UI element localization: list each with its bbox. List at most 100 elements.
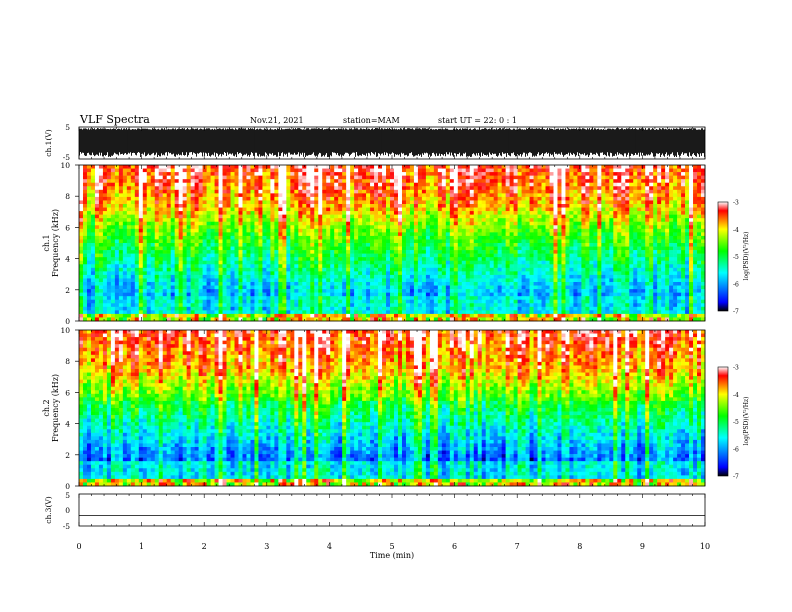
spectrogram-cell: [397, 235, 403, 240]
spectrogram-cell: [581, 214, 586, 219]
spectrogram-cell: [126, 200, 132, 205]
spectrogram-cell: [82, 186, 88, 191]
spectrogram-cell: [234, 186, 239, 191]
spectrogram-cell: [393, 175, 399, 180]
spectrogram-cell: [210, 274, 215, 279]
spectrogram-cell: [86, 232, 92, 237]
spectrogram-cell: [429, 246, 435, 251]
spectrogram-cell: [629, 267, 634, 272]
spectrogram-cell: [254, 274, 259, 279]
spectrogram-cell: [621, 267, 626, 272]
spectrogram-cell: [685, 179, 690, 184]
spectrogram-cell: [497, 189, 502, 194]
spectrogram-cell: [449, 271, 455, 276]
spectrogram-cell: [346, 225, 351, 230]
spectrogram-cell: [521, 235, 526, 240]
spectrogram-cell: [397, 246, 403, 251]
spectrogram-cell: [517, 179, 522, 184]
spectrogram-cell: [569, 175, 574, 180]
spectrogram-cell: [198, 274, 203, 279]
spectrogram-cell: [338, 232, 343, 237]
spectrogram-cell: [366, 264, 371, 269]
spectrogram-cell: [350, 175, 355, 180]
spectrogram-cell: [593, 172, 598, 176]
spectrogram-cell: [497, 218, 502, 223]
spectrogram-cell: [162, 175, 168, 180]
spectrogram-cell: [170, 232, 175, 237]
spectrogram-cell: [429, 267, 435, 272]
spectrogram-cell: [457, 221, 463, 226]
spectrogram-cell: [625, 211, 630, 215]
spectrogram-cell: [350, 165, 355, 169]
spectrogram-cell: [509, 264, 514, 269]
spectrogram-cell: [366, 271, 371, 276]
spectrogram-cell: [118, 253, 124, 258]
spectrogram-cell: [473, 225, 479, 230]
spectrogram-cell: [86, 218, 92, 223]
spectrogram-cell: [142, 193, 148, 198]
spectrogram-cell: [617, 200, 622, 205]
spectrogram-cell: [665, 257, 670, 262]
spectrogram-cell: [354, 168, 359, 173]
spectrogram-cell: [553, 186, 558, 191]
spectrogram-cell: [218, 211, 223, 215]
spectrogram-cell: [481, 260, 486, 265]
spectrogram-cell: [294, 232, 299, 237]
spectrogram-cell: [637, 165, 642, 169]
spectrogram-cell: [417, 267, 423, 272]
spectrogram-cell: [266, 207, 271, 212]
spectrogram-cell: [118, 232, 124, 237]
spectrogram-cell: [477, 239, 483, 244]
spectrogram-cell: [346, 214, 351, 219]
spectrogram-cell: [114, 211, 120, 215]
spectrogram-cell: [79, 196, 84, 201]
spectrogram-cell: [378, 274, 383, 279]
spectrogram-cell: [322, 175, 327, 180]
spectrogram-cell: [501, 243, 506, 247]
spectrogram-cell: [405, 186, 411, 191]
spectrogram-cell: [362, 204, 367, 208]
spectrogram-cell: [126, 186, 132, 191]
spectrogram-cell: [294, 221, 299, 226]
spectrogram-cell: [334, 225, 339, 230]
spectrogram-cell: [314, 232, 319, 237]
spectrogram-cell: [218, 271, 223, 276]
spectrogram-cell: [445, 232, 451, 237]
spectrogram-cell: [98, 207, 104, 212]
spectrogram-cell: [637, 193, 642, 198]
spectrogram-cell: [106, 271, 112, 276]
spectrogram-cell: [617, 182, 622, 187]
spectrogram-cell: [629, 200, 634, 205]
spectrogram-cell: [286, 253, 291, 258]
spectrogram-cell: [166, 243, 172, 247]
spectrogram-cell: [425, 271, 431, 276]
spectrogram-cell: [214, 243, 219, 247]
spectrogram-cell: [425, 253, 431, 258]
spectrogram-cell: [489, 235, 494, 240]
spectrogram-cell: [318, 207, 323, 212]
spectrogram-cell: [681, 260, 686, 265]
spectrogram-cell: [106, 218, 112, 223]
spectrogram-cell: [501, 239, 506, 244]
spectrogram-cell: [473, 232, 479, 237]
spectrogram-cell: [286, 168, 291, 173]
spectrogram-cell: [609, 246, 614, 251]
spectrogram-cell: [565, 200, 570, 205]
spectrogram-cell: [230, 179, 235, 184]
spectrogram-cell: [573, 239, 578, 244]
spectrogram-cell: [174, 172, 179, 176]
spectrogram-cell: [473, 267, 479, 272]
spectrogram-cell: [449, 168, 455, 173]
spectrogram-cell: [270, 211, 275, 215]
spectrogram-cell: [182, 260, 187, 265]
spectrogram-cell: [697, 207, 702, 212]
spectrogram-cell: [553, 243, 558, 247]
spectrogram-cell: [413, 232, 419, 237]
spectrogram-cell: [469, 214, 475, 219]
spectrogram-cell: [126, 182, 132, 187]
spectrogram-cell: [553, 260, 558, 265]
spectrogram-cell: [210, 196, 215, 201]
spectrogram-cell: [481, 243, 486, 247]
spectrogram-cell: [158, 239, 164, 244]
spectrogram-cell: [318, 214, 323, 219]
